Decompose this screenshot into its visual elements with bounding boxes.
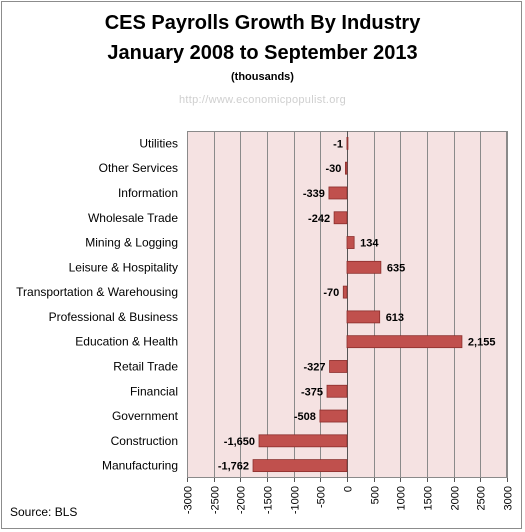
bar bbox=[252, 459, 348, 473]
x-tick-label: 1500 bbox=[423, 486, 435, 510]
x-tick-label: -500 bbox=[316, 486, 328, 508]
x-tick-label: -1500 bbox=[263, 486, 275, 514]
data-label: 134 bbox=[360, 238, 379, 250]
category-label: Government bbox=[112, 409, 179, 423]
category-label: Construction bbox=[111, 434, 178, 448]
category-label: Leisure & Hospitality bbox=[69, 260, 178, 274]
data-label: 635 bbox=[387, 262, 405, 274]
x-tick-label: -2000 bbox=[236, 486, 248, 514]
x-tick-label: -1000 bbox=[290, 486, 302, 514]
category-label: Wholesale Trade bbox=[88, 211, 178, 225]
chart-title: CES Payrolls Growth By Industry bbox=[104, 12, 421, 34]
bar bbox=[346, 136, 349, 150]
data-label: -70 bbox=[323, 287, 339, 299]
x-tick-label: 2500 bbox=[476, 486, 488, 510]
category-label: Information bbox=[118, 186, 178, 200]
data-label: -508 bbox=[294, 411, 316, 423]
data-label: -1,650 bbox=[224, 436, 255, 448]
category-label: Utilities bbox=[139, 136, 178, 150]
bar bbox=[344, 161, 348, 175]
data-label: -1 bbox=[333, 138, 343, 150]
data-label: -375 bbox=[301, 386, 323, 398]
x-tick-label: -2500 bbox=[210, 486, 222, 514]
watermark-url: http://www.economicpopulist.org bbox=[178, 94, 347, 106]
category-label: Other Services bbox=[99, 161, 178, 175]
bar bbox=[326, 384, 348, 398]
data-label: 2,155 bbox=[468, 337, 496, 349]
data-label: -339 bbox=[303, 188, 325, 200]
bar bbox=[346, 335, 463, 349]
category-label: Education & Health bbox=[75, 335, 178, 349]
x-tick-label: -3000 bbox=[183, 486, 195, 514]
data-label: -327 bbox=[304, 361, 326, 373]
chart-subtitle: January 2008 to September 2013 bbox=[107, 42, 418, 64]
bar bbox=[346, 310, 381, 324]
x-tick-label: 3000 bbox=[503, 486, 515, 510]
category-label: Transportation & Warehousing bbox=[16, 285, 178, 299]
category-label: Professional & Business bbox=[49, 310, 178, 324]
bar bbox=[329, 360, 348, 373]
category-label: Retail Trade bbox=[113, 359, 178, 373]
bar bbox=[346, 236, 355, 249]
x-tick-label: 1000 bbox=[396, 486, 408, 510]
bar bbox=[342, 285, 348, 299]
data-label: -30 bbox=[325, 163, 341, 175]
bar bbox=[328, 186, 348, 200]
x-tick-label: 2000 bbox=[450, 486, 462, 510]
x-tick-label: 0 bbox=[343, 486, 355, 492]
x-tick-label: 500 bbox=[370, 486, 382, 504]
source-note: Source: BLS bbox=[10, 505, 78, 519]
data-label: -1,762 bbox=[218, 461, 249, 473]
bar bbox=[346, 260, 382, 274]
category-label: Financial bbox=[130, 384, 178, 398]
bar bbox=[319, 409, 348, 423]
bar bbox=[333, 211, 348, 225]
units-note: (thousands) bbox=[231, 71, 294, 83]
category-label: Manufacturing bbox=[102, 459, 178, 473]
data-label: -242 bbox=[308, 213, 330, 225]
data-label: 613 bbox=[386, 312, 404, 324]
category-label: Mining & Logging bbox=[85, 236, 178, 250]
bar bbox=[258, 434, 348, 448]
